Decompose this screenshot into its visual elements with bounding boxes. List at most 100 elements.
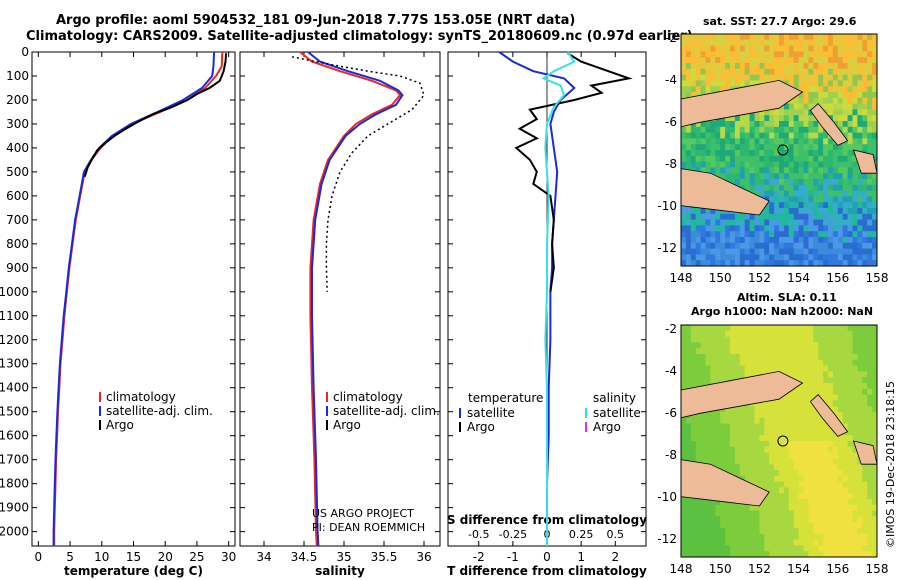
map-cell bbox=[788, 539, 795, 546]
map-cell bbox=[818, 150, 824, 157]
x-tick-label: 20 bbox=[158, 550, 173, 564]
map-cell bbox=[744, 359, 750, 366]
map-cell bbox=[793, 365, 799, 372]
map-cell bbox=[774, 464, 780, 471]
x-tick-label: 35.5 bbox=[371, 550, 398, 564]
map-cell bbox=[872, 132, 878, 139]
map-cell bbox=[720, 325, 726, 332]
map-cell bbox=[700, 39, 706, 46]
x-tick-label: -2 bbox=[473, 550, 485, 564]
map-cell bbox=[695, 446, 701, 453]
map-cell bbox=[754, 213, 760, 220]
map-cell bbox=[793, 109, 799, 116]
map-cell bbox=[813, 150, 819, 157]
map-cell bbox=[842, 481, 848, 488]
depth-tick-label: 1200 bbox=[0, 333, 29, 347]
map-cell bbox=[779, 167, 785, 174]
map-cell bbox=[798, 487, 804, 494]
map-cell bbox=[793, 132, 799, 139]
map-cell bbox=[783, 260, 790, 267]
map-cell bbox=[685, 371, 692, 378]
map-cell bbox=[867, 63, 873, 70]
map-cell bbox=[681, 161, 687, 168]
map-cell bbox=[813, 92, 819, 99]
map-cell bbox=[720, 510, 726, 517]
map-cell bbox=[828, 435, 834, 442]
map-cell bbox=[828, 545, 834, 552]
map-cell bbox=[818, 336, 824, 343]
map-cell bbox=[842, 80, 848, 87]
map-cell bbox=[793, 487, 799, 494]
map-cell bbox=[764, 132, 770, 139]
map-cell bbox=[798, 423, 804, 430]
map-cell bbox=[710, 435, 716, 442]
map-cell bbox=[803, 533, 809, 540]
map-cell bbox=[867, 179, 873, 186]
map-cell bbox=[852, 383, 858, 390]
map-cell bbox=[710, 219, 716, 226]
map-cell bbox=[872, 254, 878, 261]
map-cell bbox=[715, 86, 721, 93]
map-cell bbox=[872, 202, 878, 209]
map-cell bbox=[715, 551, 721, 558]
map-cell bbox=[695, 348, 701, 355]
map-cell bbox=[862, 336, 868, 343]
map-cell bbox=[705, 359, 711, 366]
map-cell bbox=[710, 499, 716, 506]
map-cell bbox=[788, 325, 795, 332]
map-cell bbox=[720, 412, 726, 419]
series-temperature-climatology bbox=[53, 51, 224, 546]
map-cell bbox=[872, 400, 878, 407]
map-cell bbox=[857, 522, 863, 529]
map-cell bbox=[832, 242, 839, 249]
map-cell bbox=[793, 406, 799, 413]
map-cell bbox=[803, 138, 809, 145]
map-cell bbox=[779, 539, 785, 546]
map-cell bbox=[823, 493, 829, 500]
map-cell bbox=[764, 138, 770, 145]
map-cell bbox=[700, 34, 706, 41]
map-cell bbox=[700, 516, 706, 523]
map-cell bbox=[788, 144, 795, 151]
map-cell bbox=[734, 510, 741, 517]
map-cell bbox=[788, 173, 795, 180]
map-cell bbox=[720, 435, 726, 442]
map-cell bbox=[842, 499, 848, 506]
map-cell bbox=[779, 533, 785, 540]
map-cell bbox=[774, 167, 780, 174]
map-cell bbox=[857, 417, 863, 424]
map-cell bbox=[813, 371, 819, 378]
map-cell bbox=[788, 464, 795, 471]
map-cell bbox=[681, 441, 687, 448]
map-cell bbox=[813, 516, 819, 523]
map-cell bbox=[837, 348, 844, 355]
map-cell bbox=[828, 231, 834, 238]
map-cell bbox=[847, 103, 853, 110]
map-cell bbox=[818, 80, 824, 87]
map-cell bbox=[857, 377, 863, 384]
map-cell bbox=[769, 173, 775, 180]
map-cell bbox=[837, 68, 844, 75]
map-cell bbox=[749, 231, 755, 238]
map-cell bbox=[828, 155, 834, 162]
map-cell bbox=[847, 213, 853, 220]
map-cell bbox=[872, 348, 878, 355]
map-cell bbox=[842, 539, 848, 546]
map-cell bbox=[685, 545, 692, 552]
map-cell bbox=[813, 97, 819, 104]
map-cell bbox=[774, 51, 780, 58]
map-cell bbox=[818, 446, 824, 453]
map-cell bbox=[803, 213, 809, 220]
map-cell bbox=[803, 394, 809, 401]
map-cell bbox=[779, 406, 785, 413]
map-cell bbox=[872, 522, 878, 529]
map-cell bbox=[818, 458, 824, 465]
map-cell bbox=[769, 190, 775, 197]
map-cell bbox=[803, 51, 809, 58]
map-cell bbox=[725, 150, 731, 157]
map-cell bbox=[759, 435, 765, 442]
map-cell bbox=[685, 225, 692, 232]
map-cell bbox=[862, 144, 868, 151]
map-cell bbox=[818, 388, 824, 395]
map-cell bbox=[710, 516, 716, 523]
